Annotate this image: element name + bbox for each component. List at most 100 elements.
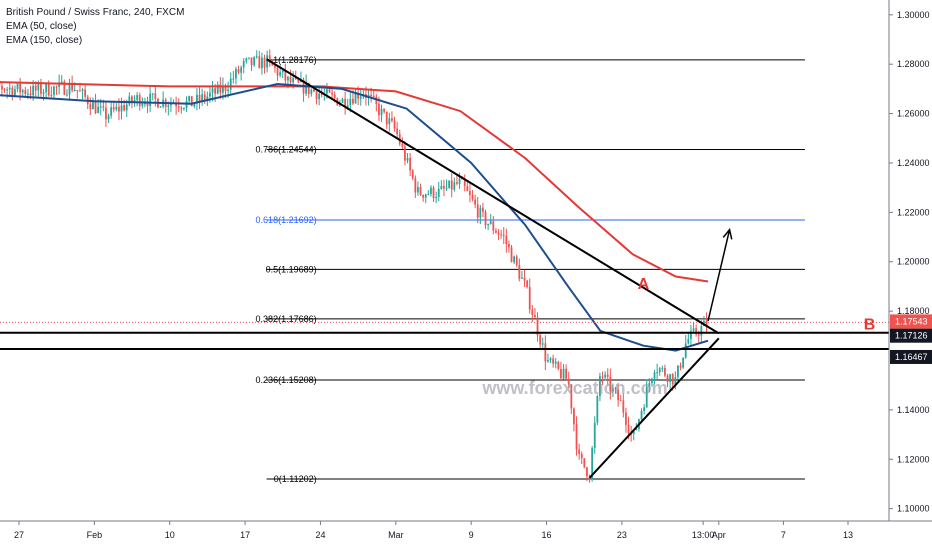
candle-body — [594, 423, 596, 448]
candle-body — [446, 188, 448, 189]
candle-body — [50, 95, 52, 96]
candle-body — [641, 411, 643, 419]
candle-body — [396, 128, 398, 134]
candle-body — [121, 105, 123, 111]
candle-body — [685, 343, 687, 357]
candle-body — [326, 89, 328, 93]
candle-body — [448, 181, 450, 188]
candle-body — [48, 84, 50, 96]
candle-body — [443, 186, 445, 188]
x-tick-label: 13 — [843, 530, 853, 540]
candle-body — [578, 449, 580, 453]
candle-body — [672, 374, 674, 384]
candle-body — [485, 212, 487, 225]
legend-title[interactable]: British Pound / Swiss Franc, 240, FXCM — [6, 6, 184, 20]
candle-body — [360, 96, 362, 98]
candle-body — [188, 96, 190, 101]
candle-body — [277, 68, 279, 76]
candle-body — [477, 204, 479, 217]
candle-body — [576, 424, 578, 449]
price-axis-bg — [889, 0, 932, 550]
y-tick-label: 1.10000 — [897, 504, 930, 514]
candle-body — [628, 425, 630, 434]
legend-ema150[interactable]: EMA (150, close) — [6, 34, 184, 48]
candle-body — [74, 90, 76, 91]
candle-body — [167, 105, 169, 106]
candle-body — [503, 235, 505, 236]
candle-body — [1, 86, 3, 89]
candle-body — [381, 109, 383, 115]
candle-body — [680, 366, 682, 368]
x-tick-label: Feb — [87, 530, 103, 540]
candle-body — [17, 84, 19, 90]
candle-body — [524, 278, 526, 281]
candle-body — [14, 89, 16, 95]
candle-body — [440, 186, 442, 189]
x-tick-label: 9 — [469, 530, 474, 540]
candle-body — [516, 256, 518, 265]
candle-body — [539, 335, 541, 344]
candle-body — [264, 58, 266, 68]
fib-label: 0.618(1.21692) — [256, 215, 317, 225]
candle-body — [557, 362, 559, 369]
candle-body — [435, 197, 437, 198]
candle-body — [266, 55, 268, 67]
candle-body — [290, 77, 292, 83]
candle-body — [500, 234, 502, 235]
candle-body — [563, 369, 565, 379]
candle-body — [378, 104, 380, 115]
legend-ema50[interactable]: EMA (50, close) — [6, 20, 184, 34]
y-tick-label: 1.26000 — [897, 109, 930, 119]
candle-body — [209, 93, 211, 97]
x-tick-label: Apr — [712, 530, 726, 540]
candle-body — [664, 368, 666, 376]
x-tick-label: 16 — [542, 530, 552, 540]
candle-body — [677, 366, 679, 378]
candle-body — [61, 82, 63, 83]
candle-body — [417, 187, 419, 192]
projection-arrow — [708, 230, 730, 321]
candle-body — [466, 186, 468, 191]
candle-body — [583, 458, 585, 467]
candle-body — [407, 158, 409, 161]
y-tick-label: 1.24000 — [897, 158, 930, 168]
candle-body — [469, 191, 471, 195]
candle-body — [37, 84, 39, 91]
candle-body — [529, 287, 531, 310]
candle-body — [139, 95, 141, 106]
candle-body — [555, 362, 557, 364]
x-tick-label: 17 — [240, 530, 250, 540]
candle-body — [625, 413, 627, 425]
watermark: www.forexcation.com — [481, 378, 667, 398]
candle-body — [607, 375, 609, 377]
candle-body — [700, 326, 702, 336]
candle-body — [40, 84, 42, 94]
candle-body — [6, 89, 8, 90]
candle-body — [479, 208, 481, 218]
candle-body — [472, 195, 474, 200]
candle-body — [682, 358, 684, 368]
candle-body — [128, 96, 130, 104]
candle-body — [526, 281, 528, 287]
candle-body — [492, 221, 494, 230]
candle-body — [498, 233, 500, 235]
candle-body — [201, 94, 203, 101]
candle-body — [659, 368, 661, 372]
candle-body — [256, 56, 258, 57]
candle-body — [687, 339, 689, 343]
y-tick-label: 1.30000 — [897, 10, 930, 20]
fib-label: 0.786(1.24544) — [256, 145, 317, 155]
candle-body — [394, 121, 396, 129]
candle-body — [596, 396, 598, 423]
fib-label: 0(1.11202) — [274, 474, 317, 484]
candle-body — [459, 179, 461, 184]
candle-body — [373, 96, 375, 97]
candle-body — [92, 102, 94, 109]
candle-body — [287, 77, 289, 81]
candle-body — [19, 84, 21, 93]
candle-body — [149, 94, 151, 106]
candle-body — [113, 107, 115, 110]
